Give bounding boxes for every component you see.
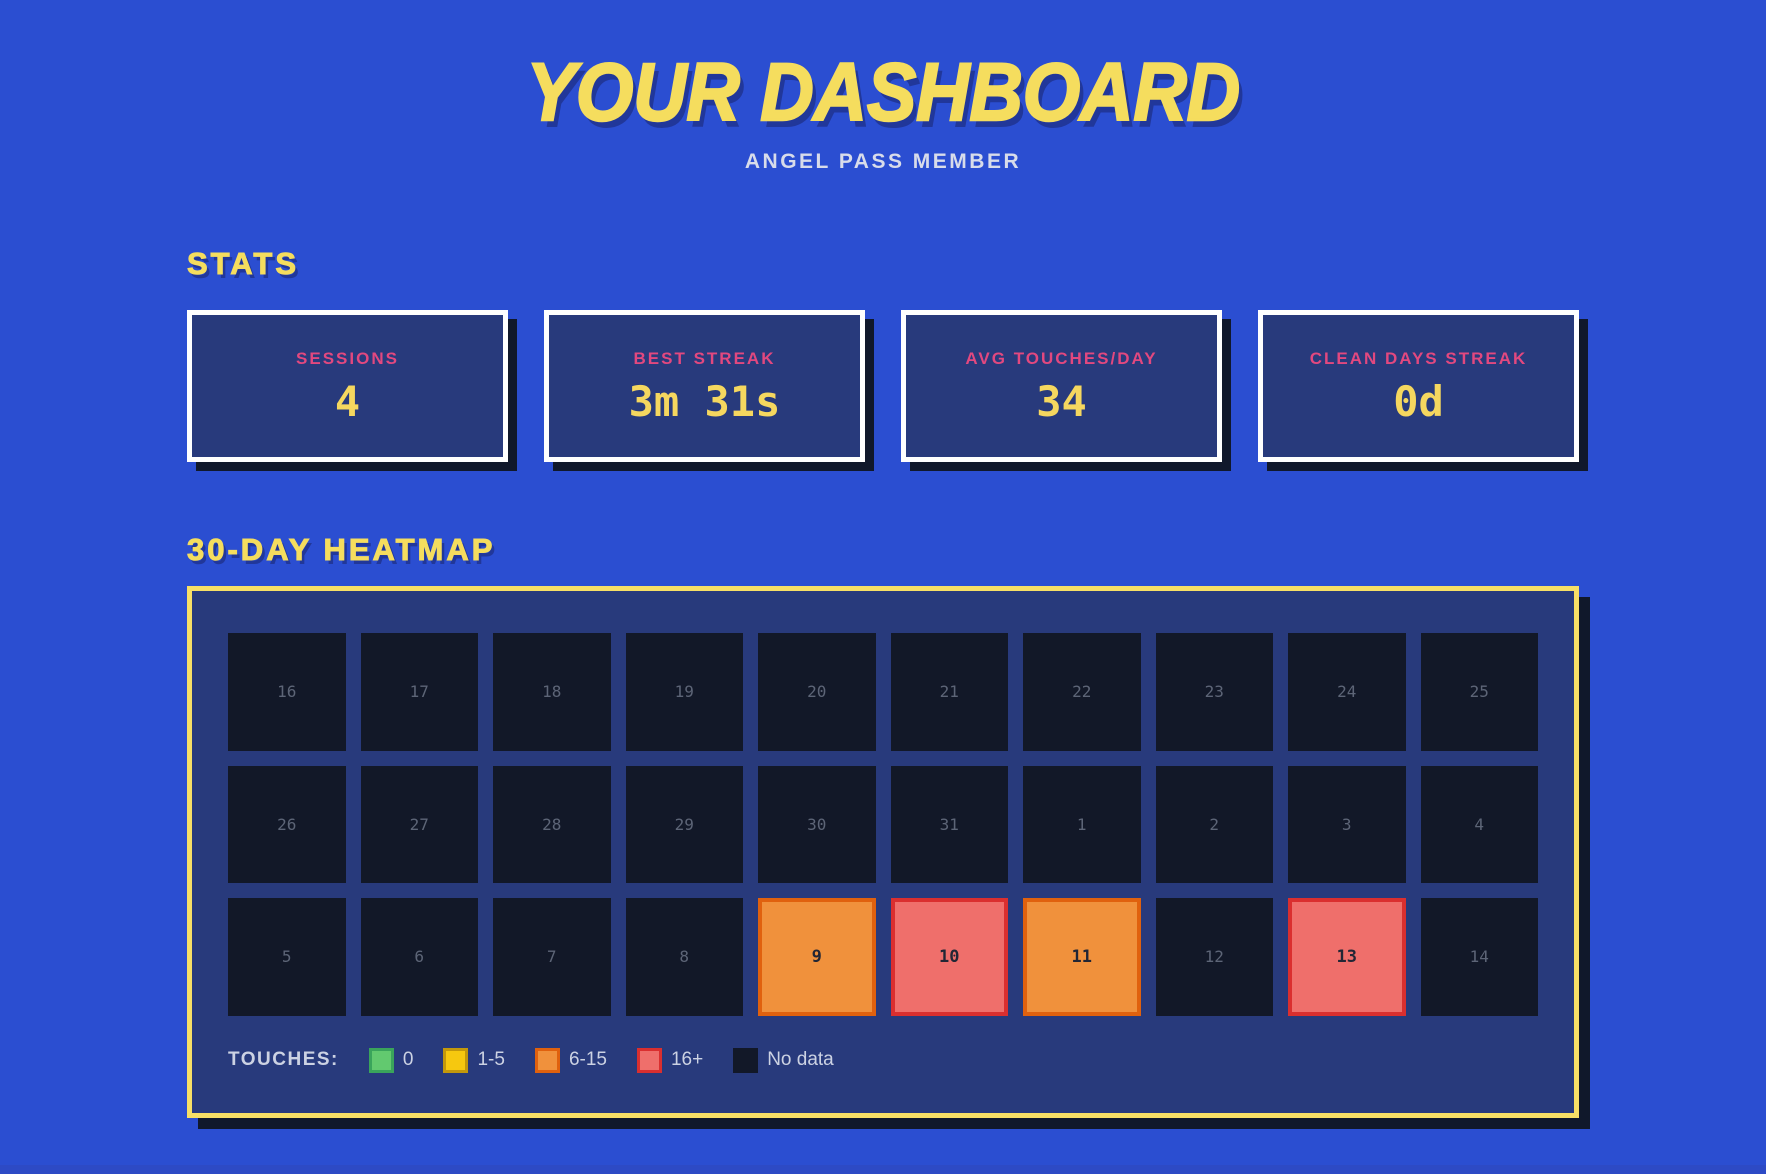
heatmap-cell-day-1: 1 bbox=[1023, 765, 1141, 884]
heatmap-cell-day-18: 18 bbox=[493, 633, 611, 751]
heatmap-cell-day-10: 10 bbox=[890, 898, 1008, 1016]
stat-value: 3m 31s bbox=[628, 377, 781, 427]
heatmap-cell-day-13: 13 bbox=[1288, 898, 1406, 1016]
legend-item-6-15: 6-15 bbox=[534, 1047, 607, 1073]
heatmap-cell-day-22: 22 bbox=[1023, 633, 1141, 751]
page-title: YOUR DASHBOARD bbox=[525, 47, 1241, 138]
heatmap-cell-day-20: 20 bbox=[758, 633, 876, 751]
stat-card-sessions: SESSIONS 4 bbox=[187, 310, 508, 463]
legend-swatch bbox=[636, 1047, 662, 1073]
membership-badge: ANGEL PASS MEMBER bbox=[744, 150, 1022, 174]
heatmap-cell-day-12: 12 bbox=[1155, 898, 1273, 1016]
legend-text: 0 bbox=[402, 1049, 414, 1071]
heatmap-cell-day-5: 5 bbox=[228, 898, 346, 1016]
stat-value: 0d bbox=[1393, 377, 1444, 427]
legend-title: TOUCHES: bbox=[228, 1049, 339, 1071]
header: YOUR DASHBOARD ANGEL PASS MEMBER bbox=[187, 47, 1579, 174]
stat-card-best-streak: BEST STREAK 3m 31s bbox=[544, 310, 865, 463]
heatmap-cell-day-19: 19 bbox=[625, 633, 743, 751]
stat-label: AVG TOUCHES/DAY bbox=[965, 349, 1158, 369]
stats-cards: SESSIONS 4 BEST STREAK 3m 31s AVG TOUCHE… bbox=[187, 310, 1579, 463]
heatmap-cell-day-24: 24 bbox=[1288, 633, 1406, 751]
stat-label: SESSIONS bbox=[296, 349, 399, 369]
heatmap-cell-day-26: 26 bbox=[228, 765, 346, 884]
stat-card-avg-touches: AVG TOUCHES/DAY 34 bbox=[901, 310, 1222, 463]
stat-value: 34 bbox=[1036, 377, 1087, 427]
legend-text: 6-15 bbox=[568, 1049, 607, 1071]
heatmap-cell-day-27: 27 bbox=[360, 765, 478, 884]
legend-text: 16+ bbox=[670, 1049, 704, 1071]
heatmap-cell-day-21: 21 bbox=[890, 633, 1008, 751]
heatmap-panel: 16 17 18 19 20 21 22 23 24 25 26 27 28 29 30 31 1 2 3 4 5 6 7 8… bbox=[187, 586, 1579, 1118]
legend-item-no-data: No data bbox=[733, 1047, 834, 1073]
legend-text: 1-5 bbox=[477, 1049, 505, 1071]
heatmap-cell-day-30: 30 bbox=[758, 765, 876, 884]
legend-swatch bbox=[368, 1047, 394, 1073]
heatmap-cell-day-28: 28 bbox=[493, 765, 611, 884]
heatmap-cell-day-25: 25 bbox=[1420, 633, 1538, 751]
heatmap-cell-day-17: 17 bbox=[360, 633, 478, 751]
legend-swatch bbox=[733, 1047, 759, 1073]
stat-label: BEST STREAK bbox=[633, 349, 776, 369]
heatmap-cell-day-11: 11 bbox=[1023, 898, 1141, 1016]
heatmap-cell-day-31: 31 bbox=[890, 765, 1008, 884]
heatmap-cell-day-4: 4 bbox=[1420, 765, 1538, 884]
heatmap-grid: 16 17 18 19 20 21 22 23 24 25 26 27 28 29 30 31 1 2 3 4 5 6 7 8… bbox=[228, 633, 1538, 1016]
heatmap-cell-day-9: 9 bbox=[758, 898, 876, 1016]
legend-text: No data bbox=[767, 1049, 834, 1071]
heatmap-cell-day-16: 16 bbox=[228, 633, 346, 751]
stat-card-clean-days: CLEAN DAYS STREAK 0d bbox=[1258, 310, 1579, 463]
heatmap-section-title: 30-DAY HEATMAP bbox=[187, 532, 496, 568]
heatmap-cell-day-14: 14 bbox=[1420, 898, 1538, 1016]
stats-section-title: STATS bbox=[187, 246, 300, 282]
heatmap-cell-day-8: 8 bbox=[625, 898, 743, 1016]
legend-item-1-5: 1-5 bbox=[443, 1047, 505, 1073]
stat-label: CLEAN DAYS STREAK bbox=[1309, 349, 1528, 369]
heatmap-cell-day-3: 3 bbox=[1288, 765, 1406, 884]
legend-item-16-: 16+ bbox=[636, 1047, 704, 1073]
heatmap-cell-day-23: 23 bbox=[1155, 633, 1273, 751]
heatmap-cell-day-6: 6 bbox=[360, 898, 478, 1016]
heatmap-legend: TOUCHES: 0 1-5 6-15 16+ No data bbox=[228, 1047, 1538, 1073]
heatmap-cell-day-2: 2 bbox=[1155, 765, 1273, 884]
next-section-edge bbox=[0, 1165, 1766, 1174]
heatmap-cell-day-7: 7 bbox=[493, 898, 611, 1016]
legend-item-0: 0 bbox=[368, 1047, 414, 1073]
heatmap-cell-day-29: 29 bbox=[625, 765, 743, 884]
legend-swatch bbox=[534, 1047, 560, 1073]
legend-swatch bbox=[443, 1047, 469, 1073]
stat-value: 4 bbox=[334, 377, 361, 427]
